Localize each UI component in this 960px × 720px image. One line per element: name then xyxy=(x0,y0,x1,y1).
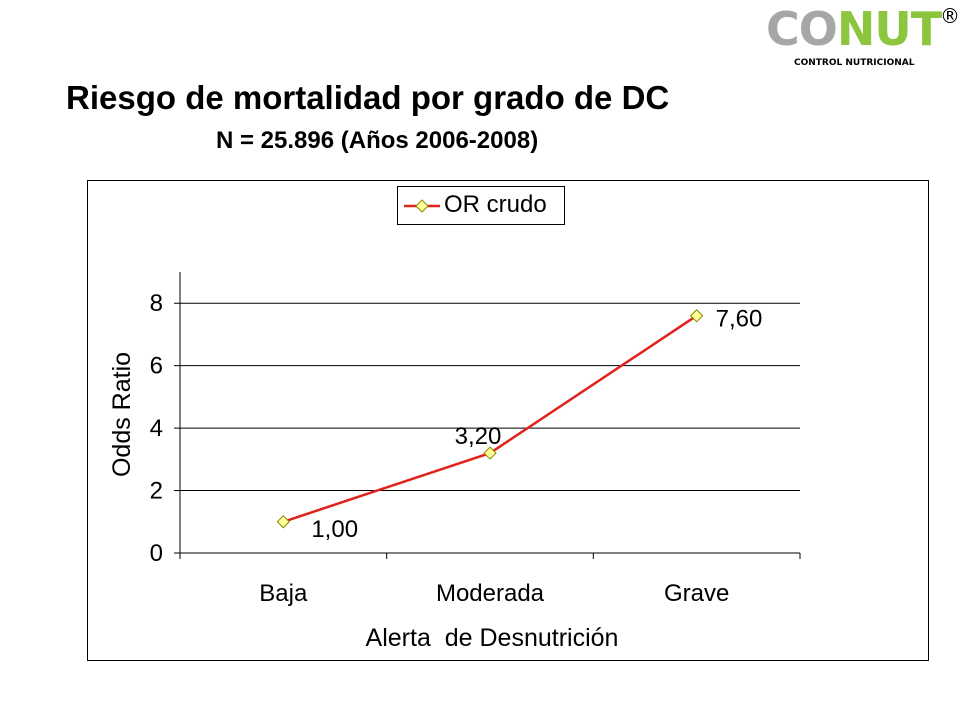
data-point-marker xyxy=(689,309,704,323)
logo-subtitle: CONTROL NUTRICIONAL xyxy=(794,58,915,68)
chart-legend: OR crudo xyxy=(397,186,565,225)
logo-wordmark: CONUT xyxy=(766,6,942,52)
registered-mark: ® xyxy=(940,4,960,28)
y-tick-label: 8 xyxy=(150,290,163,317)
data-label: 1,00 xyxy=(311,516,358,543)
logo-word-green: NUT xyxy=(836,2,942,56)
x-tick-label: Moderada xyxy=(436,580,545,607)
x-tick-label: Baja xyxy=(259,580,308,607)
x-tick-label: Grave xyxy=(664,580,729,607)
y-tick-label: 6 xyxy=(150,353,163,380)
data-point-marker xyxy=(276,515,291,529)
y-tick-label: 0 xyxy=(150,540,163,567)
logo-word-gray: CO xyxy=(766,2,838,56)
data-label: 7,60 xyxy=(716,306,763,333)
data-point-marker xyxy=(483,446,497,460)
legend-label: OR crudo xyxy=(444,191,547,218)
x-axis-title: Alerta de Desnutrición xyxy=(366,624,619,652)
y-tick-label: 2 xyxy=(150,478,163,505)
conut-logo: CONUT ® CONTROL NUTRICIONAL xyxy=(766,6,960,70)
page-subtitle: N = 25.896 (Años 2006-2008) xyxy=(216,127,539,154)
data-label: 3,20 xyxy=(455,423,502,450)
page-title: Riesgo de mortalidad por grado de DC xyxy=(66,79,670,116)
legend-swatch-icon xyxy=(404,199,440,213)
y-axis-title: Odds Ratio xyxy=(108,352,136,477)
chart-area xyxy=(87,180,929,661)
y-tick-label: 4 xyxy=(150,415,163,442)
